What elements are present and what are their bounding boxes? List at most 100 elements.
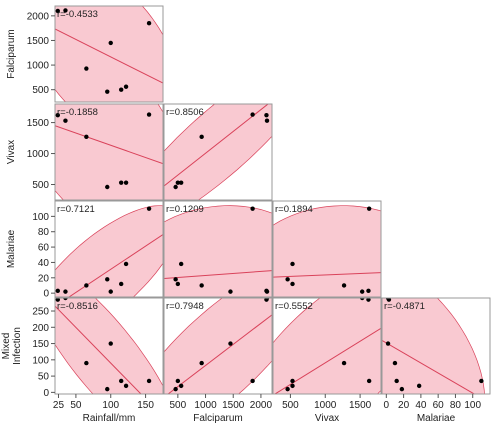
data-point	[341, 360, 347, 366]
data-point	[228, 341, 233, 346]
panel-malariae-vs-falciparum: r=0.1209	[163, 200, 273, 298]
data-point	[123, 383, 129, 389]
x-tick-label: 80	[450, 400, 462, 411]
correlation-label: r=-0.4533	[57, 9, 98, 20]
y-tick-label: 1500	[27, 36, 50, 47]
x-tick-label: 1000	[314, 400, 337, 411]
data-point	[118, 281, 124, 287]
panel-malariae-vs-rainfall-mm: r=0.7121	[54, 200, 164, 298]
y-tick-label: 2000	[27, 11, 50, 22]
density-ellipse	[55, 298, 163, 394]
data-point	[264, 298, 270, 301]
data-point	[250, 378, 255, 384]
data-point	[146, 21, 152, 26]
x-axis-label-malariae: Malariae	[417, 413, 456, 424]
data-point	[178, 383, 184, 389]
data-point	[63, 8, 68, 13]
panel-falciparum-vs-rainfall-mm: r=-0.4533	[54, 5, 164, 103]
regression-line	[164, 270, 272, 279]
data-point	[178, 180, 184, 185]
data-point	[250, 112, 255, 117]
panel-vivax-vs-falciparum: r=0.8506	[163, 103, 273, 201]
y-tick-label: 50	[38, 372, 50, 383]
data-point	[55, 112, 60, 118]
x-tick-label: 100	[102, 400, 119, 411]
data-point	[366, 206, 372, 211]
data-point	[178, 261, 184, 267]
data-point	[359, 298, 365, 301]
regression-line	[273, 272, 381, 278]
x-tick-label: 2000	[250, 400, 273, 411]
x-axis-label-vivax: Vivax	[315, 413, 339, 424]
panel-plot-area	[164, 205, 272, 297]
data-point	[108, 341, 113, 346]
data-point	[199, 283, 204, 288]
data-point	[290, 378, 295, 384]
data-point	[84, 283, 89, 288]
data-point	[146, 112, 152, 117]
data-point	[84, 66, 89, 71]
data-point	[84, 134, 89, 140]
data-point	[285, 386, 290, 392]
panel-frame	[163, 200, 273, 298]
y-tick-label: 80	[38, 227, 50, 238]
y-tick-label: 0	[43, 289, 49, 300]
data-point	[105, 89, 110, 94]
x-axis-label-falciparum: Falciparum	[193, 413, 242, 424]
x-tick-label: 60	[433, 400, 445, 411]
y-tick-label: 40	[38, 258, 50, 269]
panel-frame	[54, 103, 164, 201]
data-point	[123, 84, 129, 89]
x-tick-label: 25	[53, 400, 65, 411]
density-ellipse	[55, 104, 163, 200]
data-point	[228, 289, 233, 294]
data-point	[105, 386, 110, 392]
data-point	[264, 112, 269, 118]
panel-vivax-vs-rainfall-mm: r=-0.1858	[54, 103, 164, 201]
regression-line	[167, 314, 272, 394]
panel-mixed-infection-vs-malariae: r=-0.4871	[381, 297, 491, 395]
data-point	[290, 383, 295, 389]
data-point	[264, 118, 270, 123]
y-tick-label: 250	[32, 307, 49, 318]
panel-plot-area	[273, 205, 386, 297]
y-tick-label: 20	[38, 273, 50, 284]
panel-mixed-infection-vs-rainfall-mm: r=-0.8516	[54, 297, 164, 395]
y-tick-label: 1000	[27, 149, 50, 160]
density-ellipse	[55, 6, 163, 102]
density-ellipse	[273, 298, 381, 394]
y-tick-label: 1000	[27, 61, 50, 72]
panel-malariae-vs-vivax: r=0.1894	[272, 200, 386, 298]
y-tick-label: 1500	[27, 118, 50, 129]
data-point	[366, 298, 371, 302]
x-tick-label: 0	[384, 400, 390, 411]
panel-plot-area	[273, 298, 381, 394]
data-point	[146, 378, 152, 384]
x-tick-label: 1500	[222, 400, 245, 411]
panel-plot-area	[55, 6, 163, 102]
y-tick-label: 100	[32, 355, 49, 366]
data-point	[392, 360, 398, 366]
x-tick-label: 500	[170, 400, 187, 411]
data-point	[199, 134, 204, 140]
data-point	[366, 378, 372, 384]
y-tick-label: 60	[38, 243, 50, 254]
x-tick-label: 500	[282, 400, 299, 411]
data-point	[382, 289, 386, 293]
data-point	[175, 281, 181, 287]
data-point	[123, 180, 129, 185]
correlation-label: r=0.7121	[57, 204, 95, 215]
data-point	[341, 283, 347, 288]
regression-line	[68, 234, 163, 297]
data-point	[123, 261, 129, 267]
data-point	[175, 378, 181, 384]
y-tick-label: 500	[32, 180, 49, 191]
x-axis-label-rainfall-mm: Rainfall/mm	[83, 413, 136, 424]
panel-plot-area	[382, 298, 485, 394]
x-tick-label: 50	[70, 400, 82, 411]
panel-plot-area	[55, 104, 163, 200]
panel-plot-area	[164, 104, 272, 200]
data-point	[359, 289, 365, 294]
data-point	[416, 383, 422, 389]
